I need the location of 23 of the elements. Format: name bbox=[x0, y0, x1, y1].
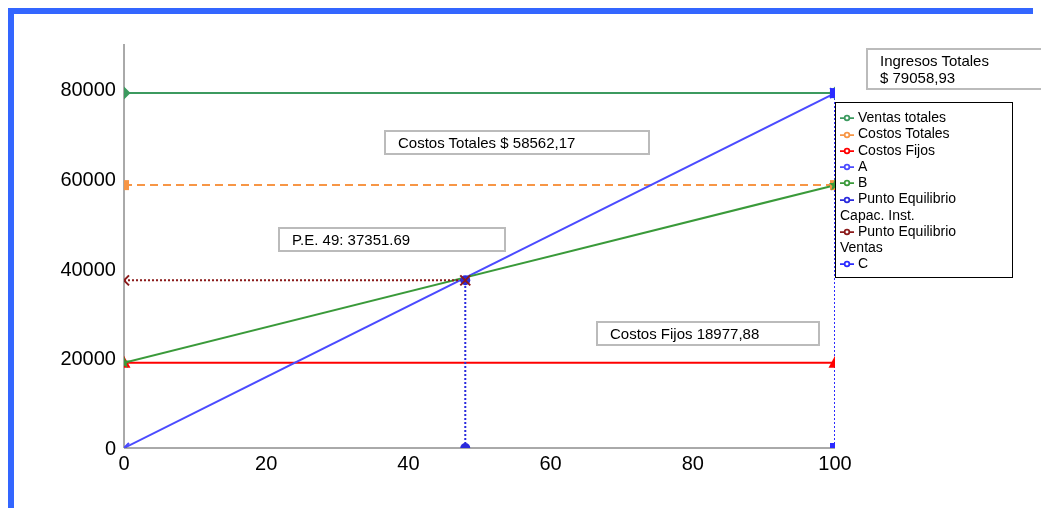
annotation: P.E. 49: 37351.69 bbox=[292, 231, 412, 248]
x-tick-label: 100 bbox=[818, 452, 852, 475]
x-tick-label: 0 bbox=[118, 452, 130, 475]
x-tick-label: 80 bbox=[681, 452, 704, 475]
legend-label: Costos Totales bbox=[858, 125, 950, 142]
legend-label: Punto Equilibrio Capac. Inst. bbox=[840, 190, 957, 223]
y-tick-label: 80000 bbox=[60, 77, 116, 100]
y-tick-label: 60000 bbox=[60, 167, 116, 190]
legend-label: Ventas totales bbox=[858, 109, 946, 125]
legend-label: B bbox=[858, 174, 868, 191]
x-tick-label: 40 bbox=[397, 452, 420, 475]
legend-label: A bbox=[858, 157, 868, 174]
legend-label: Costos Fijos bbox=[858, 141, 936, 158]
annotation: Costos Fijos 18977,88 bbox=[610, 325, 761, 342]
y-tick-label: 0 bbox=[104, 437, 116, 460]
annotation: Costos Totales $ 58562,17 bbox=[398, 134, 577, 151]
y-tick-label: 20000 bbox=[60, 347, 116, 370]
legend-label: C bbox=[858, 255, 869, 272]
text: Ingresos Totales $ 79058,93 bbox=[880, 52, 990, 86]
y-tick-label: 40000 bbox=[60, 257, 116, 280]
x-tick-label: 60 bbox=[539, 452, 562, 475]
legend-label: Punto Equilibrio Ventas bbox=[840, 222, 957, 256]
x-tick-label: 20 bbox=[255, 452, 278, 475]
